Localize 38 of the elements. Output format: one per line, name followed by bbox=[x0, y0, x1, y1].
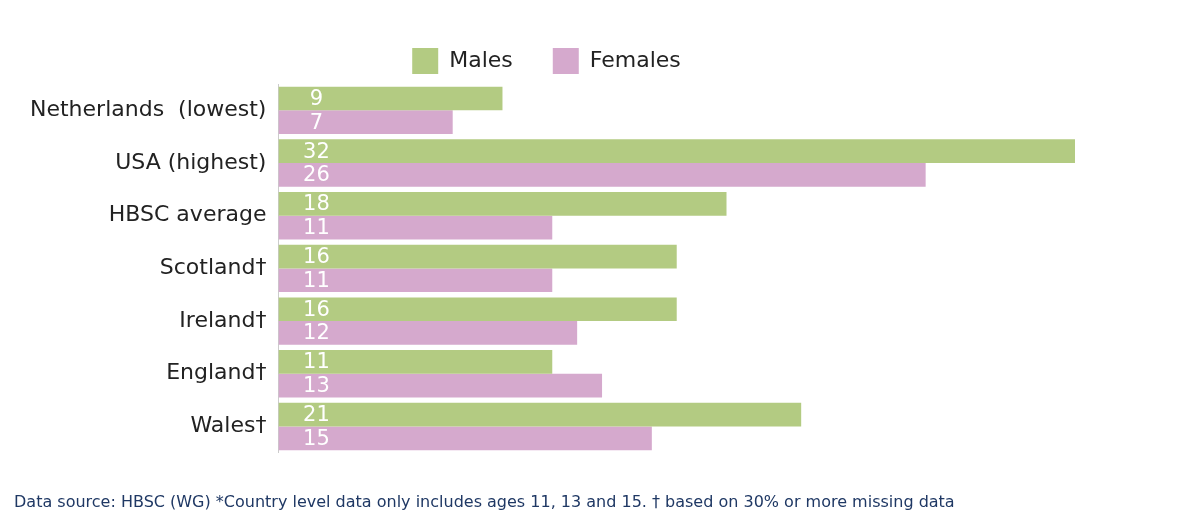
data-label: 12 bbox=[303, 320, 330, 345]
y-tick-label: Scotland† bbox=[159, 254, 267, 280]
data-label: 32 bbox=[303, 138, 330, 163]
bar bbox=[278, 110, 453, 135]
data-label: 18 bbox=[303, 191, 330, 216]
y-tick-label: England† bbox=[166, 359, 267, 385]
y-tick-label: HBSC average bbox=[108, 201, 267, 227]
bar bbox=[278, 215, 553, 240]
legend-label: Females bbox=[589, 46, 681, 72]
data-label: 15 bbox=[303, 425, 330, 450]
data-label: 7 bbox=[309, 109, 324, 134]
bar bbox=[278, 86, 503, 111]
bar bbox=[278, 321, 578, 345]
legend-label: Males bbox=[449, 46, 513, 72]
y-tick-label: Ireland† bbox=[179, 306, 267, 332]
bar bbox=[278, 244, 677, 269]
bar bbox=[278, 373, 603, 398]
data-label: 16 bbox=[303, 244, 330, 268]
data-label: 13 bbox=[303, 373, 330, 398]
data-label: 26 bbox=[303, 162, 330, 187]
data-label: 11 bbox=[303, 349, 330, 374]
y-tick-label: USA (highest) bbox=[115, 148, 267, 174]
bar bbox=[278, 139, 1075, 164]
bar bbox=[278, 402, 802, 427]
data-label: 21 bbox=[303, 402, 330, 427]
bar bbox=[278, 268, 553, 293]
y-tick-label: Wales† bbox=[190, 412, 267, 438]
bar bbox=[278, 350, 553, 374]
bar bbox=[278, 192, 727, 216]
data-label: 9 bbox=[309, 85, 324, 110]
bar bbox=[278, 426, 652, 451]
bar bbox=[278, 297, 677, 322]
y-tick-label: Netherlands (lowest) bbox=[29, 96, 267, 122]
source-note: Data source: HBSC (WG) *Country level data only includes ages 11, 13 and 15. † based on 30% or more missing data bbox=[14, 492, 956, 511]
data-label: 11 bbox=[303, 267, 330, 292]
bar bbox=[278, 163, 926, 187]
data-label: 16 bbox=[303, 296, 330, 321]
data-label: 11 bbox=[303, 215, 330, 240]
